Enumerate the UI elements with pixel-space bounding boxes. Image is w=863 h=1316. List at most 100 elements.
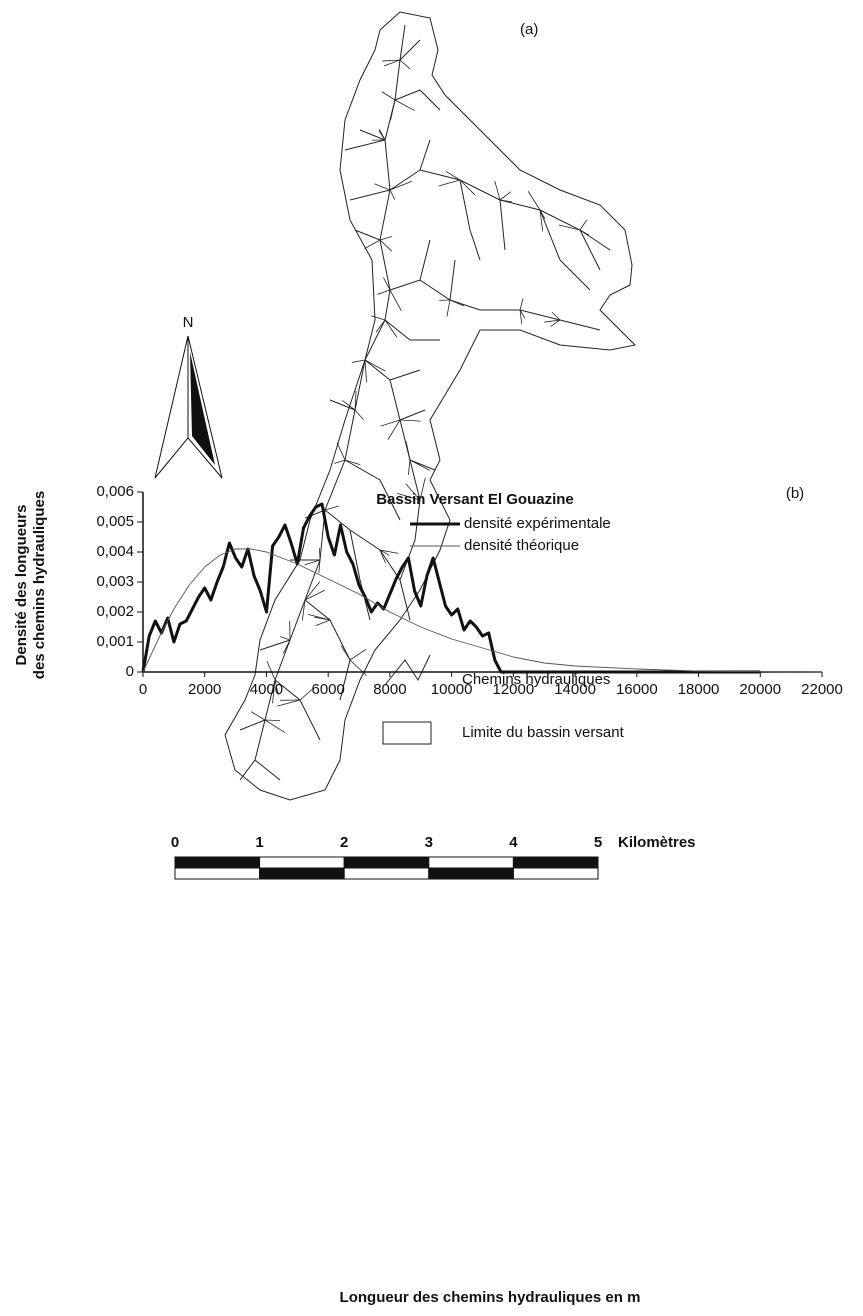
x-tick-label: 14000 (554, 681, 596, 698)
scale-label: 4 (509, 834, 518, 851)
scale-segment (344, 857, 429, 868)
tributary (277, 700, 300, 706)
tributary (400, 420, 421, 421)
x-tick-label: 12000 (493, 681, 535, 698)
tributary (352, 360, 365, 362)
y-tick-label: 0,001 (96, 633, 134, 650)
tributary (280, 637, 290, 640)
tributary (500, 192, 511, 200)
tributary (580, 220, 587, 230)
scale-segment (260, 868, 345, 879)
tributary (406, 441, 410, 460)
tributary (319, 548, 320, 560)
y-axis-label: des chemins hydrauliques (31, 491, 48, 679)
scale-unit: Kilomètres (618, 834, 696, 851)
tributary (391, 100, 395, 120)
tributary (267, 661, 275, 680)
tributary (410, 460, 430, 470)
tributary (251, 712, 265, 720)
basin-map: (a) N Chemins hydrauliques Limite du bas… (155, 12, 696, 879)
tributary (305, 582, 320, 600)
legend-boundary-icon (383, 722, 431, 744)
y-tick-label: 0,006 (96, 483, 134, 500)
tributary (390, 290, 401, 311)
scale-label: 0 (171, 834, 179, 851)
north-label: N (183, 314, 194, 331)
tributary (265, 720, 280, 721)
tributary (495, 181, 500, 200)
y-tick-label: 0,005 (96, 513, 134, 530)
scale-segment (260, 857, 345, 868)
tributary (355, 410, 364, 420)
tributary (337, 443, 345, 460)
tributary (382, 92, 395, 100)
scale-label: 3 (425, 834, 433, 851)
tributary (365, 360, 367, 382)
x-tick-label: 8000 (373, 681, 406, 698)
north-arrow-left (155, 336, 188, 478)
tributary (365, 240, 380, 249)
legend-label: densité théorique (464, 537, 579, 554)
tributary (265, 720, 285, 733)
y-tick-label: 0 (126, 663, 134, 680)
x-tick-label: 22000 (801, 681, 843, 698)
panel-label: (a) (520, 21, 538, 38)
x-tick-label: 16000 (616, 681, 658, 698)
tributary (316, 620, 330, 626)
tributary (450, 300, 464, 306)
x-tick-label: 18000 (678, 681, 720, 698)
x-tick-label: 10000 (431, 681, 473, 698)
tributary (365, 360, 385, 371)
tributary (408, 460, 410, 475)
tributary (350, 660, 366, 675)
scale-segment (513, 857, 598, 868)
tributary (350, 649, 366, 660)
tributary (390, 190, 395, 200)
scale-segment (429, 868, 514, 879)
tributary (447, 300, 450, 317)
chart-title: Bassin Versant El Gouazine (376, 491, 574, 508)
x-tick-label: 6000 (311, 681, 344, 698)
tributary (439, 180, 460, 186)
series-line (143, 504, 760, 672)
panel-label: (b) (786, 485, 804, 502)
scale-segment (513, 868, 598, 879)
x-tick-label: 20000 (739, 681, 781, 698)
tributary (378, 290, 390, 294)
tributary (325, 506, 339, 510)
y-tick-label: 0,003 (96, 573, 134, 590)
tributaries (251, 60, 589, 733)
scale-label: 5 (594, 834, 602, 851)
tributary (374, 184, 390, 190)
x-tick-label: 4000 (250, 681, 283, 698)
tributary (559, 225, 580, 230)
scale-segment (175, 857, 260, 868)
scale-label: 2 (340, 834, 348, 851)
tributary (341, 646, 350, 660)
scale-bar: 0 1 2 3 4 5 (171, 834, 602, 879)
tributary (300, 690, 312, 700)
y-tick-label: 0,002 (96, 603, 134, 620)
chart: Bassin Versant El Gouazine (b) Longueur … (13, 483, 843, 1306)
legend-label: Limite du bassin versant (462, 724, 625, 741)
scale-label: 1 (255, 834, 263, 851)
streams (240, 25, 610, 780)
tributary (371, 316, 385, 320)
x-tick-label: 0 (139, 681, 147, 698)
legend-label: densité expérimentale (464, 515, 611, 532)
tributary (380, 237, 392, 240)
scale-segment (344, 868, 429, 879)
y-axis-label: Densité des longueurs (13, 505, 30, 666)
x-tick-label: 2000 (188, 681, 221, 698)
tributary (376, 320, 385, 332)
tributary (395, 100, 415, 111)
y-tick-label: 0,004 (96, 543, 134, 560)
scale-segment (429, 857, 514, 868)
x-axis-label: Longueur des chemins hydrauliques en m (340, 1289, 641, 1306)
tributary (400, 60, 410, 69)
scale-segment (175, 868, 260, 879)
tributary (520, 298, 523, 310)
tributary (305, 560, 320, 565)
series-line (143, 549, 822, 672)
